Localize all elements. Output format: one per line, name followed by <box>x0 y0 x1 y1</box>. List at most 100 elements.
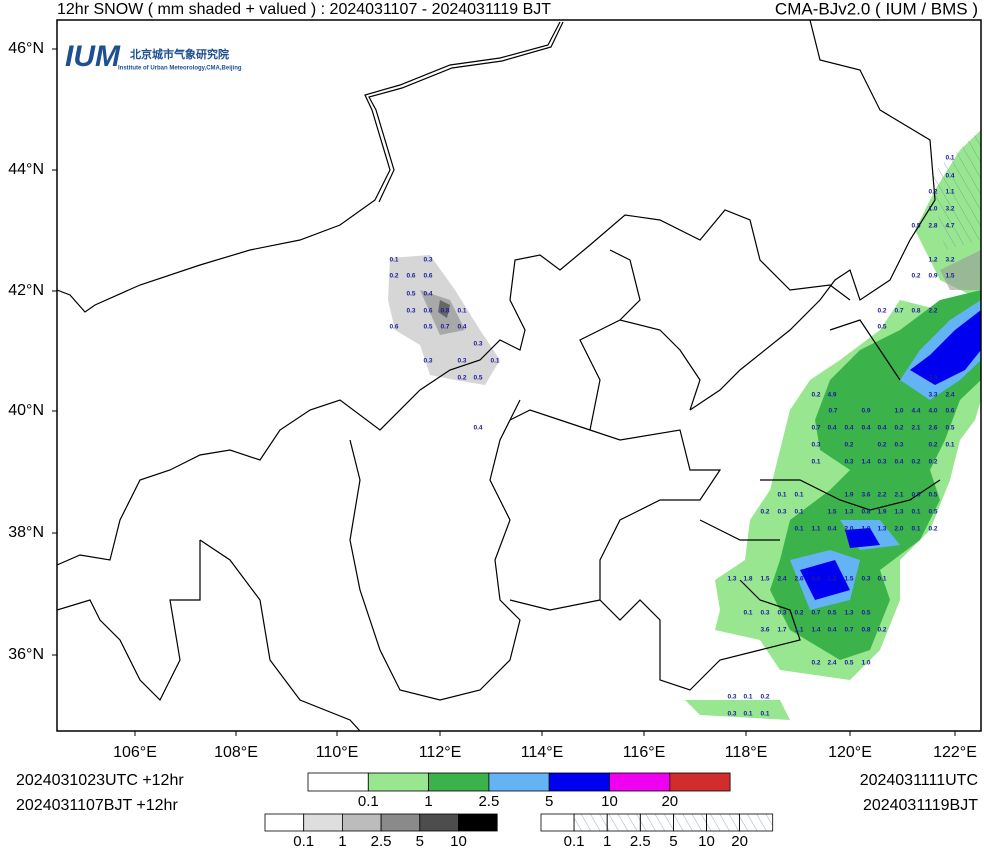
value-label: 0.5 <box>928 509 937 516</box>
legend-box <box>706 813 740 832</box>
value-label: 0.4 <box>827 425 836 432</box>
value-label: 0.3 <box>777 610 786 617</box>
value-label: 0.3 <box>727 711 736 718</box>
value-label: 2.4 <box>945 392 954 399</box>
lon-label: 120°E <box>828 744 872 761</box>
logo-en: Institute of Urban Meteorology,CMA,Beiji… <box>118 66 242 72</box>
legend-box <box>739 813 774 832</box>
lat-label: 46°N <box>8 40 44 57</box>
legend-box <box>573 813 608 832</box>
value-label: 0.7 <box>440 324 449 331</box>
logo-cn: 北京城市气象研究院 <box>130 47 229 61</box>
value-label: 0.3 <box>877 459 886 466</box>
value-label: 1.9 <box>844 492 853 499</box>
value-label: 0.1 <box>743 711 752 718</box>
value-label: 0.5 <box>473 375 482 382</box>
value-label: 0.1 <box>911 509 920 516</box>
value-label: 2.1 <box>894 492 903 499</box>
value-label: 1.1 <box>794 627 803 634</box>
legend-box <box>548 772 610 792</box>
value-label: 0.4 <box>423 291 432 298</box>
value-label: 0.7 <box>844 627 853 634</box>
value-label: 0.6 <box>406 273 415 280</box>
value-label: 0.3 <box>777 509 786 516</box>
value-label: 1.3 <box>844 509 853 516</box>
value-label: 1.0 <box>861 526 870 533</box>
value-label: 0.1 <box>794 526 803 533</box>
value-label: 1.3 <box>727 576 736 583</box>
value-label: 0.5 <box>877 324 886 331</box>
lon-label: 118°E <box>725 744 768 761</box>
value-label: 0.6 <box>423 273 432 280</box>
value-label: 0.3 <box>423 257 432 264</box>
value-label: 0.2 <box>877 308 886 315</box>
value-label: 0.5 <box>844 660 853 667</box>
value-label: 0.5 <box>406 291 415 298</box>
value-label: 1.5 <box>945 273 954 280</box>
value-label: 0.3 <box>760 610 769 617</box>
value-label: 0.6 <box>389 324 398 331</box>
legend-label: 5 <box>669 833 677 848</box>
value-label: 0.2 <box>911 273 920 280</box>
value-label: 2.2 <box>877 492 886 499</box>
value-label: 2.2 <box>928 308 937 315</box>
value-label: 0.1 <box>911 526 920 533</box>
legend-label: 10 <box>698 833 715 848</box>
value-label: 3.2 <box>945 206 954 213</box>
value-label: 4.6 <box>811 576 820 583</box>
value-label: 1.0 <box>928 206 937 213</box>
value-label: 1.0 <box>894 408 903 415</box>
footer-left-bjt: 2024031107BJT +12hr <box>16 797 178 814</box>
value-label: 0.6 <box>911 492 920 499</box>
value-label: 4.4 <box>911 408 920 415</box>
value-label: 0.5 <box>827 610 836 617</box>
lat-label: 38°N <box>8 524 44 541</box>
value-label: 0.2 <box>877 627 886 634</box>
legend-box <box>540 813 575 832</box>
value-label: 0.5 <box>911 223 920 230</box>
legend-box <box>303 813 343 832</box>
value-label: 0.9 <box>861 408 870 415</box>
value-label: 2.0 <box>844 526 853 533</box>
value-label: 3.3 <box>928 392 937 399</box>
value-label: 0.5 <box>423 324 432 331</box>
value-label: 0.2 <box>928 459 937 466</box>
value-label: 0.3 <box>457 358 466 365</box>
lon-label: 108°E <box>214 744 258 761</box>
legend-box <box>264 813 305 832</box>
legend-box <box>673 813 707 832</box>
lon-label: 110°E <box>316 744 359 761</box>
value-label: 0.4 <box>877 425 886 432</box>
value-label: 1.5 <box>760 576 769 583</box>
lon-label: 106°E <box>113 744 157 761</box>
map-frame <box>56 19 982 732</box>
value-label: 1.3 <box>877 526 886 533</box>
legend-box <box>458 813 498 832</box>
footer-right-bjt: 2024031119BJT <box>863 797 978 814</box>
value-label: 0.2 <box>928 442 937 449</box>
value-label: 0.2 <box>794 610 803 617</box>
value-label: 1.1 <box>945 189 954 196</box>
value-label: 0.3 <box>406 308 415 315</box>
lat-label: 42°N <box>8 282 44 299</box>
value-label: 0.7 <box>811 425 820 432</box>
value-label: 0.5 <box>861 610 870 617</box>
value-label: 0.7 <box>894 308 903 315</box>
value-label: 0.1 <box>877 576 886 583</box>
value-label: 0.5 <box>928 492 937 499</box>
logo-mark: IUM <box>65 40 121 73</box>
legend-label: 10 <box>450 833 467 848</box>
lat-label: 36°N <box>8 646 44 663</box>
legend-label: 0.1 <box>293 833 314 848</box>
value-label: 0.1 <box>794 509 803 516</box>
lon-label: 122°E <box>933 744 977 761</box>
footer-left-utc: 2024031023UTC +12hr <box>16 772 184 789</box>
value-label: 0.4 <box>827 627 836 634</box>
value-label: 0.1 <box>794 492 803 499</box>
legend-box <box>488 772 550 792</box>
value-label: 0.8 <box>440 308 449 315</box>
value-label: 1.4 <box>811 627 820 634</box>
value-label: 0.8 <box>861 509 870 516</box>
value-label: 2.4 <box>827 660 836 667</box>
